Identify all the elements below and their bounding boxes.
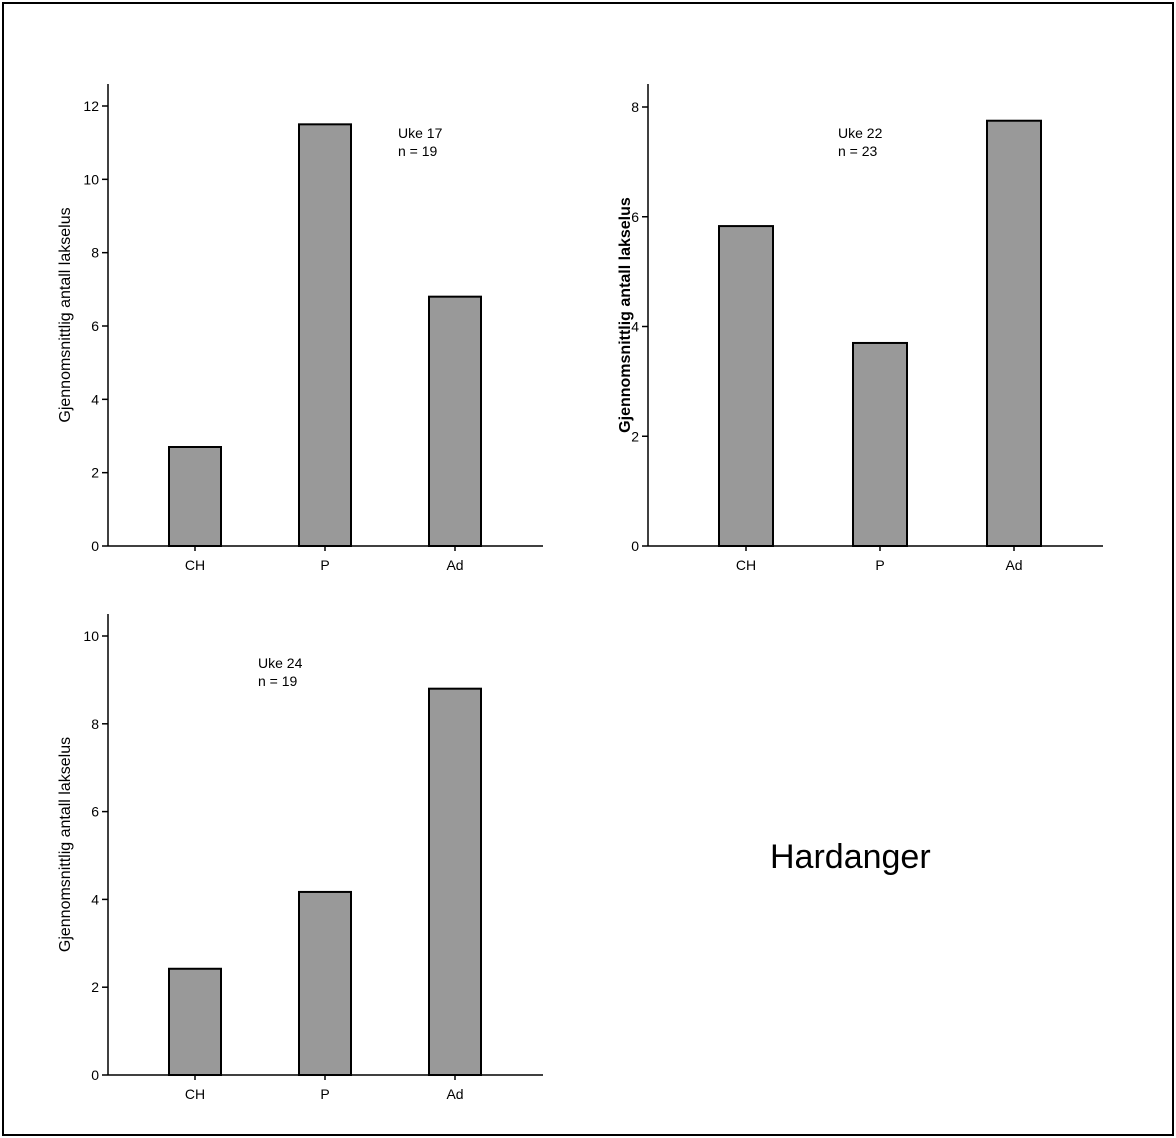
bar-ch (168, 967, 222, 1077)
bar-ad (428, 295, 482, 547)
x-tick-label-p: P (320, 1086, 329, 1102)
annotation-line: n = 19 (258, 673, 298, 689)
bar-ch (168, 446, 222, 547)
y-tick-label: 0 (91, 1067, 99, 1083)
x-tick-label-ch: CH (736, 557, 756, 573)
y-tick-label: 2 (91, 465, 99, 481)
y-tick-label: 4 (631, 319, 639, 335)
y-tick-label: 8 (631, 99, 639, 115)
bar-ch (718, 225, 774, 548)
annotation-line: n = 23 (838, 143, 878, 159)
y-tick-label: 0 (631, 538, 639, 554)
y-axis-label: Gjennomsnittlig antall lakselus (617, 197, 634, 433)
annotation-line: Uke 24 (258, 655, 303, 671)
x-tick-label-p: P (320, 557, 329, 573)
y-tick-label: 6 (631, 209, 639, 225)
y-tick-label: 8 (91, 716, 99, 732)
y-tick-label: 10 (83, 171, 99, 187)
y-tick-label: 0 (91, 538, 99, 554)
y-tick-label: 4 (91, 391, 99, 407)
bar-p (852, 341, 908, 547)
bar-chart-3: 0 2 4 6 8 10 CH P Ad Gjennomsnittlig antall lakse… (57, 614, 543, 1102)
bar-chart-2: 0 2 4 6 8 CH P Ad Gjennomsnittlig antall lakselu… (617, 84, 1103, 573)
x-tick-label-ad: Ad (446, 557, 463, 573)
y-tick-label: 12 (83, 98, 99, 114)
y-tick-label: 6 (91, 804, 99, 820)
bar-p (298, 890, 352, 1077)
y-axis-label: Gjennomsnittlig antall lakselus (57, 207, 74, 422)
bar-p (298, 123, 352, 547)
bar-ad (428, 687, 482, 1076)
bar-chart-1: 0 2 4 6 8 10 12 CH P Ad Gjennomsnittlig antall lak… (57, 84, 543, 573)
y-tick-label: 2 (631, 428, 639, 444)
x-tick-label-p: P (875, 557, 884, 573)
x-tick-label-ch: CH (185, 1086, 205, 1102)
y-tick-label: 2 (91, 979, 99, 995)
y-axis-label: Gjennomsnittlig antall lakselus (57, 737, 74, 952)
bar-ad (986, 119, 1042, 547)
y-tick-label: 10 (83, 628, 99, 644)
x-tick-label-ad: Ad (1005, 557, 1022, 573)
region-label: Hardanger (770, 838, 931, 876)
annotation-line: Uke 22 (838, 125, 883, 141)
x-tick-label-ch: CH (185, 557, 205, 573)
annotation-line: n = 19 (398, 143, 438, 159)
x-tick-label-ad: Ad (446, 1086, 463, 1102)
y-tick-label: 8 (91, 245, 99, 261)
y-tick-label: 6 (91, 318, 99, 334)
annotation-line: Uke 17 (398, 125, 443, 141)
y-tick-label: 4 (91, 891, 99, 907)
